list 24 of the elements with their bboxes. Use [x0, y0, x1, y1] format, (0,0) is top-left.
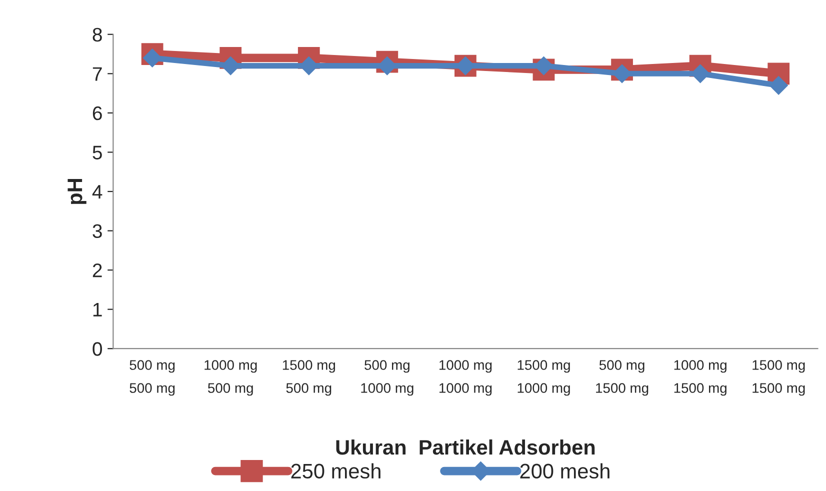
x-tick-label: 1000 mg 500 mg: [204, 360, 257, 396]
x-tick-label: 1500 mg 1000 mg: [518, 360, 570, 396]
y-tick-label: 4: [92, 185, 102, 199]
legend-label: 250 mesh: [291, 463, 380, 479]
legend-label: 200 mesh: [520, 463, 610, 479]
y-tick-label: 3: [92, 224, 102, 238]
y-tick-label: 7: [92, 67, 102, 81]
y-tick-label: 8: [92, 28, 102, 42]
x-tick-label: 1000 mg 1500 mg: [674, 360, 726, 396]
x-axis-title: Ukuran Partikel Adsorben: [336, 439, 595, 455]
x-tick-label: 500 mg 500 mg: [130, 360, 175, 396]
point: [769, 76, 788, 95]
x-tick-label: 1000 mg 1000 mg: [439, 360, 492, 396]
x-tick-label: 1500 mg 1500 mg: [752, 360, 805, 396]
y-tick-label: 1: [93, 303, 102, 316]
y-axis-title: pH: [68, 179, 86, 204]
x-tick-label: 500 mg 1000 mg: [361, 360, 414, 396]
y-tick-label: 2: [92, 264, 102, 278]
x-tick-label: 500 mg 1500 mg: [596, 360, 648, 396]
y-tick-label: 0: [92, 342, 102, 356]
x-tick-label: 1500 mg 500 mg: [282, 360, 336, 396]
y-tick-label: 5: [92, 146, 102, 160]
y-tick-label: 6: [92, 106, 102, 120]
point: [142, 48, 162, 68]
